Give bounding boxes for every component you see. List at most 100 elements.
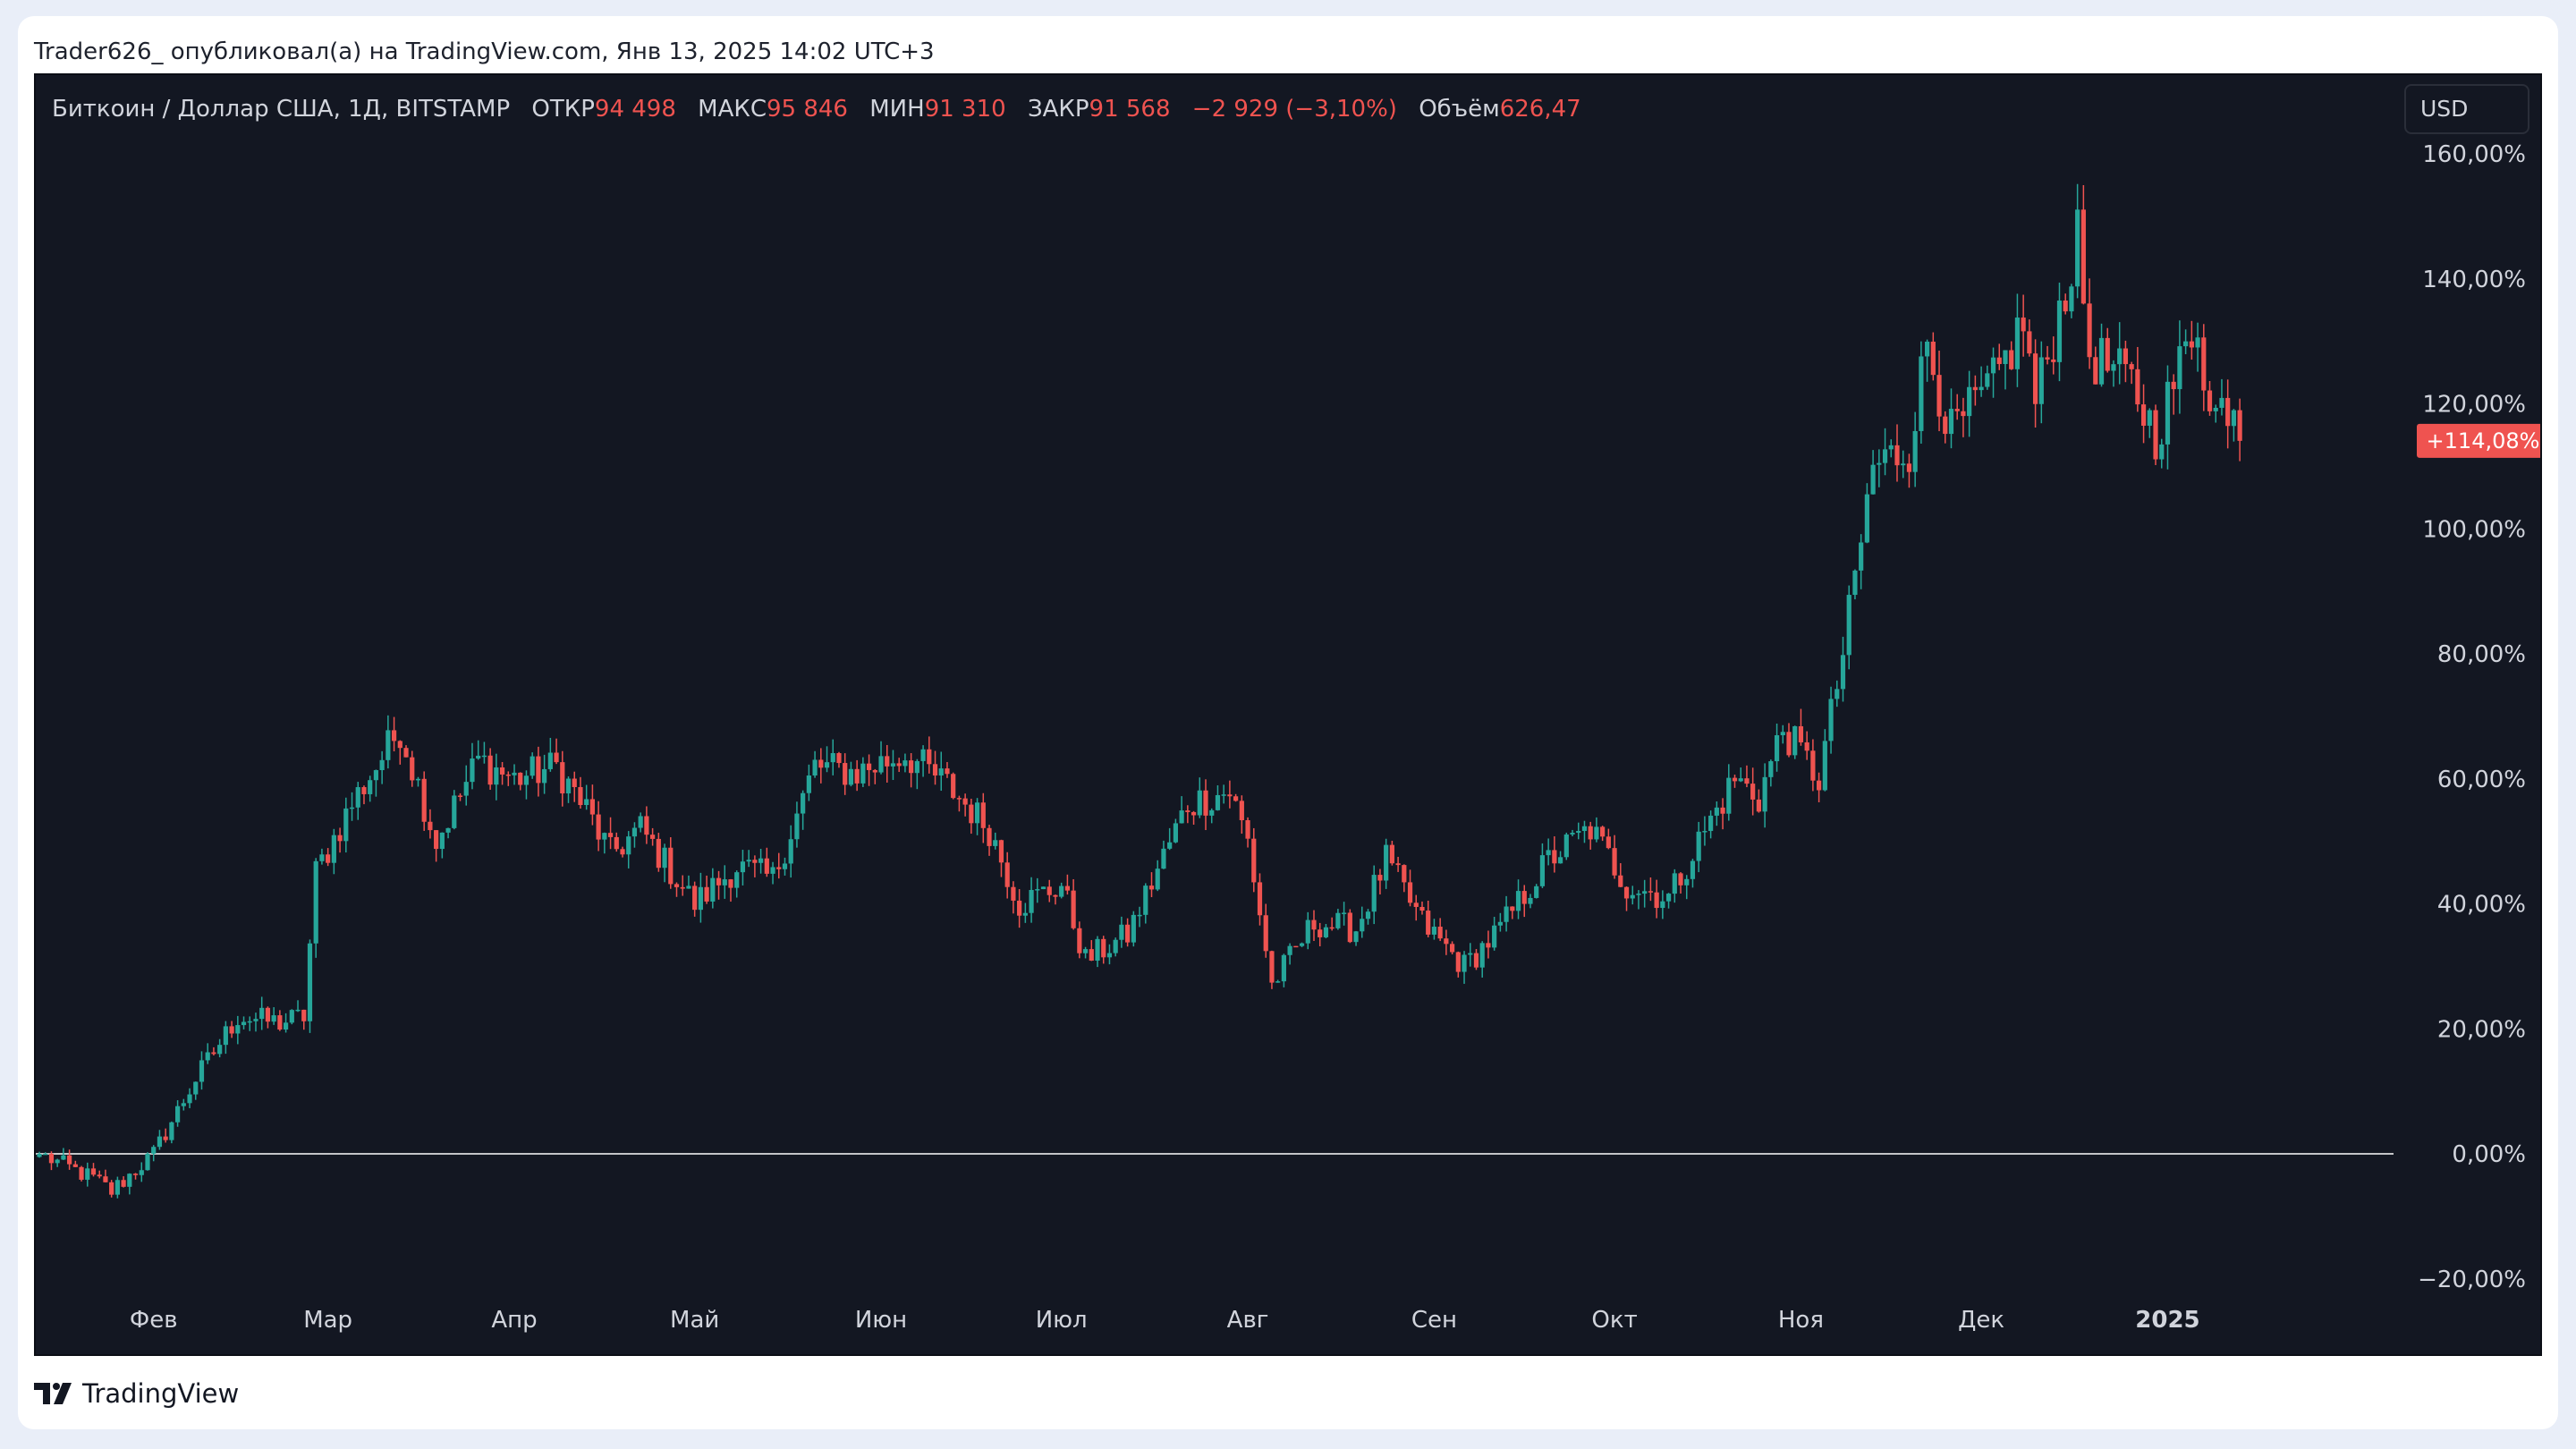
candle-body [890,763,896,767]
candle-body [1407,882,1413,903]
chart-pane[interactable]: 160,00% 140,00% 120,00% 100,00% 80,00% 60,00%… [34,73,2542,1356]
candle-body [998,840,1004,863]
candle-body [1557,857,1563,864]
close-value: 91 568 [1089,96,1171,123]
candle-body [301,1009,307,1021]
tradingview-logo[interactable]: TradingView [34,1376,239,1411]
candle-body [1473,953,1479,968]
candle-body [927,749,932,765]
candle-body [572,778,577,787]
chart-canvas[interactable]: 160,00% 140,00% 120,00% 100,00% 80,00% 60,00%… [36,75,2540,1354]
y-tick-label: 100,00% [2422,516,2526,543]
candle-body [951,774,956,799]
candle-body [1462,954,1467,972]
candle-body [812,759,818,775]
candle-body [1852,570,1858,596]
candle-body [343,808,349,842]
candle-body [2075,209,2080,287]
candle-body [801,792,806,814]
candle-body [680,886,685,889]
currency-button[interactable]: USD [2404,84,2529,134]
candle-body [1750,784,1756,800]
candle-body [410,757,415,781]
candle-body [470,758,475,783]
candle-body [631,827,638,837]
last-value-label: +114,08% [2427,428,2540,453]
candle-body [1835,689,1840,699]
x-tick-label: Дек [1958,1307,2004,1334]
candle-body [752,860,758,863]
candle-body [885,756,890,767]
y-tick-label: 40,00% [2437,892,2526,919]
candle-body [1431,927,1437,935]
candle-body [1347,912,1352,943]
candle-body [565,778,572,794]
candle-body [37,1154,42,1157]
candle-body [728,879,733,888]
candle-body [1053,894,1058,897]
candle-body [1678,873,1683,886]
candle-body [722,879,727,886]
candle-body [1173,823,1178,843]
candle-body [90,1168,97,1175]
candle-body [2021,318,2026,332]
candle-body [2237,410,2242,441]
candle-body [854,768,860,784]
candle-body [1035,889,1040,891]
candle-body [326,854,331,863]
candle-body [1089,949,1094,962]
candle-body [1515,891,1521,911]
candle-body [211,1052,216,1055]
candle-body [1155,869,1160,890]
candle-body [2105,337,2110,371]
candle-body [265,1007,271,1022]
candle-body [1106,953,1113,958]
candle-body [956,798,962,800]
candle-body [205,1052,210,1061]
candle-body [1004,862,1010,887]
candle-body [127,1174,132,1187]
candle-body [1943,416,1948,435]
candle-body [2069,286,2074,312]
candle-body [169,1122,174,1140]
candle-body [686,886,691,889]
candle-body [1846,595,1852,656]
candle-body [2135,369,2140,405]
candle-body [1419,906,1425,911]
candle-body [782,863,788,869]
candle-body [1581,826,1588,832]
candle-body [1209,809,1215,816]
candle-body [1064,886,1071,891]
candle-body [2165,381,2171,445]
tradingview-logo-icon [34,1383,72,1404]
candle-body [758,858,764,863]
candle-body [2123,348,2129,365]
candle-body [740,861,746,873]
candle-body [463,782,469,796]
candle-body [1919,356,1924,431]
candle-body [596,814,601,840]
candle-body [1894,445,1900,466]
candle-body [1780,732,1785,736]
candle-body [476,755,481,759]
candle-body [1293,945,1299,948]
candle-body [1636,894,1641,895]
candle-body [1702,831,1707,833]
candle-body [644,816,649,835]
candle-body [103,1176,108,1182]
candle-body [1305,919,1310,944]
high-label: МАКС [698,96,767,123]
candle-body [2177,346,2182,390]
y-tick-label: 160,00% [2422,141,2526,168]
candle-body [764,858,769,874]
tradingview-brand: TradingView [82,1378,240,1409]
candle-body [229,1026,234,1034]
candle-body [512,772,517,775]
candle-body [1413,902,1419,907]
candle-body [337,835,343,842]
candle-body [872,769,877,773]
candle-body [1612,848,1617,876]
candle-body [770,867,775,874]
candle-body [1654,892,1659,909]
candle-body [1606,836,1611,849]
